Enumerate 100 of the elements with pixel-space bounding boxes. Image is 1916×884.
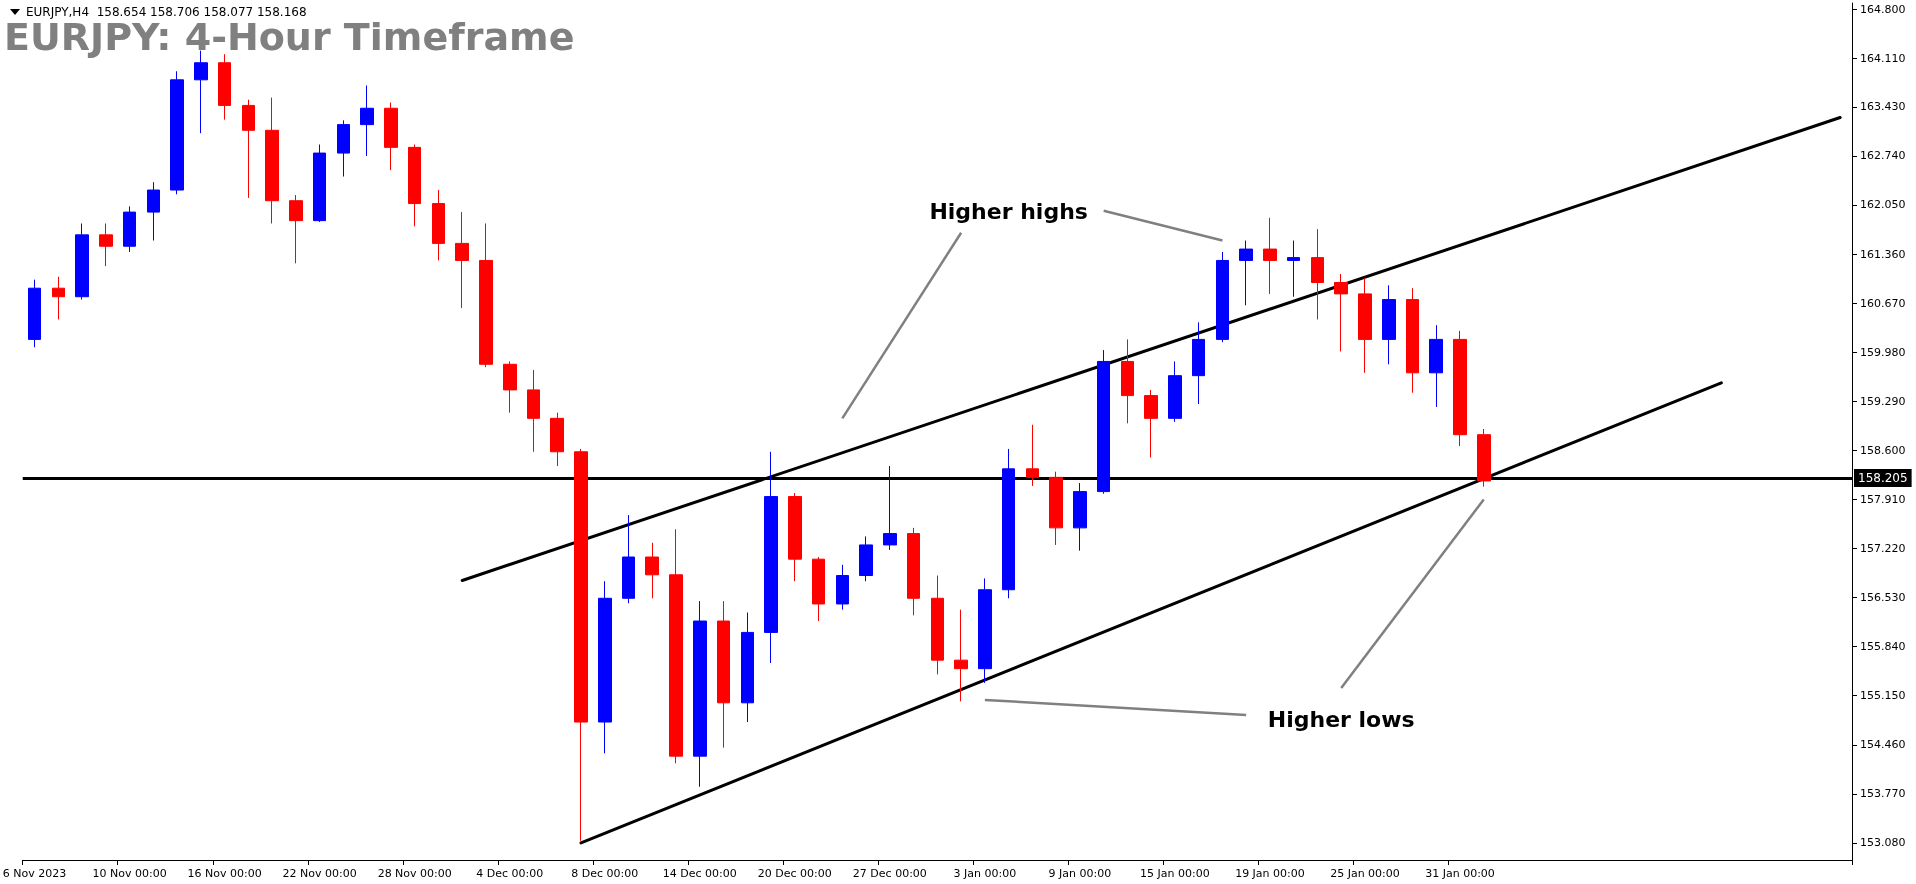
y-tick-label: 164.110: [1860, 51, 1906, 65]
x-tick-label: 14 Dec 00:00: [662, 867, 737, 880]
x-tick-label: 9 Jan 00:00: [1048, 867, 1112, 880]
candlestick: [1453, 330, 1467, 447]
annotation: Higher lows: [1267, 707, 1415, 733]
y-tick-label: 157.910: [1860, 492, 1906, 506]
candlestick: [1002, 448, 1015, 599]
ref-line-label: 158.205: [1858, 471, 1908, 486]
x-tick-label: 22 Nov 00:00: [282, 867, 357, 880]
candlestick: [598, 580, 612, 754]
candlestick: [574, 448, 588, 842]
candlestick: [693, 600, 707, 788]
candlestick: [1334, 273, 1348, 352]
y-tick-label: 154.460: [1860, 738, 1906, 752]
y-tick-label: 162.050: [1860, 198, 1906, 212]
candlestick: [218, 53, 231, 121]
candlestick: [194, 50, 208, 134]
x-tick-label: 15 Jan 00:00: [1140, 867, 1210, 880]
x-tick-label: 6 Nov 2023: [2, 867, 67, 880]
y-tick-label: 162.740: [1860, 149, 1906, 163]
candlestick: [978, 577, 992, 684]
y-tick-label: 159.980: [1860, 345, 1906, 359]
candlestick: [907, 527, 920, 616]
y-tick-label: 153.080: [1860, 836, 1906, 850]
candlestick: [337, 119, 350, 178]
candlestick: [1406, 287, 1419, 394]
x-tick-label: 16 Nov 00:00: [187, 867, 262, 880]
candlestick: [360, 85, 374, 157]
candlestick: [812, 556, 825, 622]
candlestick: [313, 144, 326, 223]
candlestick: [1026, 424, 1039, 487]
candlestick: [1073, 482, 1087, 552]
candlestick: [764, 451, 778, 664]
annotation: Higher highs: [929, 198, 1088, 224]
candlestick: [1049, 471, 1063, 546]
candlestick: [289, 194, 303, 264]
candlestick: [859, 535, 873, 582]
candlestick: [883, 465, 897, 551]
y-tick-label: 158.600: [1860, 443, 1906, 457]
x-tick-label: 10 Nov 00:00: [92, 867, 167, 880]
y-tick-label: 155.150: [1860, 689, 1906, 703]
y-tick-label: 156.530: [1860, 591, 1906, 605]
candlestick: [242, 99, 255, 199]
candlestick: [455, 211, 469, 309]
x-tick-label: 3 Jan 00:00: [953, 867, 1017, 880]
candlestick: [954, 609, 968, 702]
candlestick: [1121, 338, 1134, 424]
y-tick-label: 161.360: [1860, 247, 1906, 261]
x-tick-label: 27 Dec 00:00: [852, 867, 927, 880]
candlestick: [479, 222, 493, 368]
candlestick: [527, 369, 540, 453]
candlestick: [1192, 321, 1205, 405]
candlestick: [1311, 228, 1324, 320]
candlestick: [931, 575, 944, 675]
candlestick: [622, 514, 635, 604]
candlestick: [1429, 324, 1443, 408]
candlestick: [123, 205, 136, 253]
candlestick: [1263, 217, 1277, 295]
candlestick: [1477, 428, 1491, 488]
x-tick-label: 20 Dec 00:00: [757, 867, 832, 880]
x-tick-label: 25 Jan 00:00: [1330, 867, 1400, 880]
candlestick: [1216, 251, 1229, 343]
candlestick: [147, 181, 160, 242]
candlestick: [52, 276, 65, 320]
candlestick: [1097, 349, 1110, 495]
x-tick-label: 4 Dec 00:00: [476, 867, 544, 880]
candlestick: [170, 70, 184, 195]
candlestick: [645, 542, 659, 599]
candlestick: [408, 144, 421, 227]
candlestick: [28, 279, 41, 348]
y-tick-label: 157.220: [1860, 541, 1906, 555]
candlestick: [717, 600, 730, 749]
candlestick: [265, 97, 279, 224]
y-tick-label: 163.430: [1860, 100, 1906, 114]
x-tick-label: 19 Jan 00:00: [1235, 867, 1305, 880]
candlestick: [1358, 277, 1372, 374]
candlestick: [669, 528, 683, 764]
y-tick-label: 164.800: [1860, 2, 1906, 16]
y-tick-label: 159.290: [1860, 394, 1906, 408]
candlestick: [1144, 389, 1158, 458]
x-tick-label: 31 Jan 00:00: [1425, 867, 1495, 880]
y-tick-label: 160.670: [1860, 296, 1906, 310]
x-tick-label: 8 Dec 00:00: [571, 867, 639, 880]
y-tick-label: 153.770: [1860, 787, 1906, 801]
candlestick: [1382, 284, 1396, 365]
candlestick: [550, 412, 564, 467]
candlestick: [99, 222, 113, 267]
candlestick: [1239, 240, 1253, 306]
annotation: EURJPY,H4 158.654 158.706 158.077 158.168: [26, 5, 307, 19]
candlestick: [1168, 360, 1182, 423]
candlestick: [75, 222, 89, 301]
x-tick-label: 28 Nov 00:00: [377, 867, 452, 880]
candlestick: [503, 360, 517, 414]
candlestick: [1287, 240, 1300, 298]
candlestick: [836, 564, 849, 611]
candlestick: [432, 189, 445, 261]
candlestick: [788, 492, 802, 582]
candlestick: [384, 102, 398, 171]
candlestick: [741, 612, 754, 723]
y-tick-label: 155.840: [1860, 640, 1906, 654]
